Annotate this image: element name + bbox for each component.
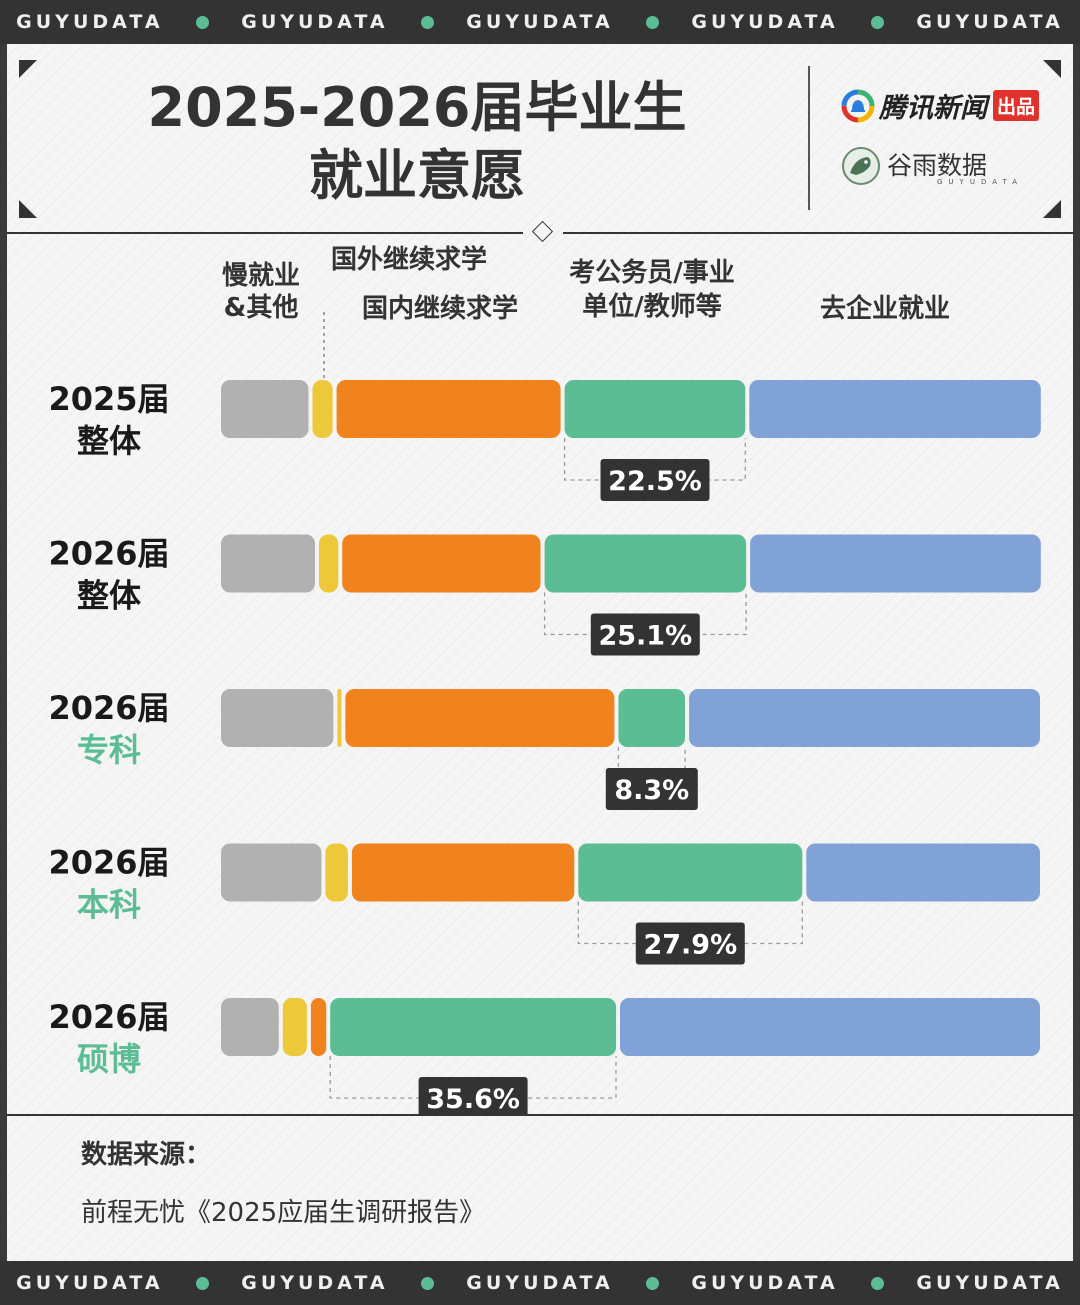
bar-segment-civil (544, 534, 747, 593)
tencent-news-badge: 出品 (993, 90, 1040, 121)
guyu-data-subtext: GUYUDATA (937, 178, 1023, 186)
bar-segment-civil (618, 689, 685, 747)
legend-label-civil: 单位/教师等 (582, 291, 722, 322)
bar-segment-domestic (351, 843, 575, 902)
source-divider (7, 1114, 1073, 1116)
bar-segment-abroad (325, 843, 348, 902)
bar-segment-enterprise (620, 998, 1040, 1056)
highlight-label-box (590, 613, 700, 656)
tencent-news-logo: 腾讯新闻 出品 (841, 86, 1040, 125)
highlight-label-box (418, 1077, 528, 1114)
highlight-label: 27.9% (643, 930, 737, 961)
banner-word: GUYUDATA (691, 11, 839, 33)
corner-triangle-icon (1043, 200, 1061, 218)
top-banner: GUYUDATA GUYUDATA GUYUDATA GUYUDATA GUYU… (0, 0, 1080, 44)
banner-word: GUYUDATA (466, 11, 614, 33)
legend-label-enterprise: 去企业就业 (820, 293, 950, 324)
dot-icon (646, 15, 660, 29)
title-line-1: 2025-2026届毕业生 (147, 76, 687, 139)
tencent-news-text: 腾讯新闻 (879, 93, 987, 124)
row-sublabel: 整体 (77, 577, 141, 615)
dot-icon (420, 1276, 434, 1290)
bar-segment-slow_other (221, 843, 322, 902)
banner-word: GUYUDATA (916, 11, 1064, 33)
banner-word: GUYUDATA (241, 1272, 389, 1294)
highlight-label-box (635, 922, 745, 965)
legend-label-abroad: 国外继续求学 (331, 244, 487, 275)
tencent-news-icon (841, 89, 875, 122)
title-line-2: 就业意愿 (309, 144, 525, 207)
dot-icon (871, 1276, 885, 1290)
row-label: 2025届 (48, 380, 169, 418)
header-rule-right (563, 232, 1073, 234)
bar-segment-enterprise (806, 843, 1040, 902)
bar-segment-abroad (282, 998, 307, 1056)
source-label: 数据来源： (81, 1140, 212, 1170)
bar-segment-abroad (312, 380, 333, 438)
corner-triangle-icon (19, 60, 37, 78)
dot-icon (420, 15, 434, 29)
bar-segment-abroad (337, 689, 342, 747)
highlight-bracket (563, 438, 746, 481)
bar-segment-domestic (336, 380, 561, 438)
dot-icon (871, 15, 885, 29)
highlight-bracket (543, 592, 747, 636)
guyu-bird-icon (842, 147, 880, 185)
bar-segment-domestic (345, 689, 615, 747)
banner-word: GUYUDATA (16, 1272, 164, 1294)
banner-word: GUYUDATA (916, 1272, 1064, 1294)
highlight-label: 22.5% (608, 466, 702, 497)
bottom-banner: GUYUDATA GUYUDATA GUYUDATA GUYUDATA GUYU… (0, 1261, 1080, 1305)
bar-segment-civil (578, 843, 803, 902)
row-label: 2026届 (48, 844, 169, 882)
highlight-label: 8.3% (614, 775, 689, 806)
highlight-label-box (605, 768, 698, 810)
bar-segment-domestic (342, 534, 541, 593)
corner-triangle-icon (19, 200, 37, 218)
row-sublabel: 整体 (77, 422, 141, 460)
highlight-label-box (600, 459, 710, 501)
bar-segment-enterprise (750, 534, 1041, 593)
bar-segment-slow_other (221, 998, 279, 1056)
bar-segment-domestic (310, 998, 327, 1056)
legend-label-slow_other: &其他 (224, 293, 299, 323)
guyu-data-logo: 谷雨数据 GUYUDATA (841, 146, 1023, 186)
dot-icon (195, 1276, 209, 1290)
highlight-label: 35.6% (426, 1084, 520, 1114)
banner-word: GUYUDATA (241, 11, 389, 33)
bar-segment-civil (330, 998, 617, 1056)
bar-segment-abroad (319, 534, 339, 593)
legend-label-domestic: 国内继续求学 (362, 293, 518, 324)
bar-segment-enterprise (749, 380, 1041, 438)
highlight-label: 25.1% (598, 621, 692, 652)
bar-segment-slow_other (221, 689, 334, 747)
row-sublabel: 硕博 (77, 1040, 141, 1078)
bar-segment-enterprise (689, 689, 1040, 747)
guyu-data-text: 谷雨数据 (887, 151, 988, 180)
dot-icon (646, 1276, 660, 1290)
header-rule-left (7, 232, 523, 234)
bar-segment-civil (564, 380, 746, 438)
row-label: 2026届 (48, 535, 169, 573)
content-card: 2025-2026届毕业生 就业意愿 腾讯新闻 出品 谷雨数据 GUYUDATA… (7, 44, 1073, 1261)
row-sublabel: 专科 (77, 731, 141, 769)
header-divider (808, 66, 810, 210)
legend-label-civil: 考公务员/事业 (569, 258, 735, 288)
bar-segment-slow_other (221, 380, 309, 438)
corner-triangle-icon (1043, 60, 1061, 78)
row-label: 2026届 (48, 689, 169, 727)
row-label: 2026届 (48, 998, 169, 1036)
dot-icon (195, 15, 209, 29)
page-title: 2025-2026届毕业生 就业意愿 (107, 74, 727, 210)
banner-word: GUYUDATA (16, 11, 164, 33)
banner-word: GUYUDATA (466, 1272, 614, 1294)
legend-label-slow_other: 慢就业 (222, 261, 300, 291)
source-text: 前程无忧《2025应届生调研报告》 (81, 1198, 486, 1228)
banner-word: GUYUDATA (691, 1272, 839, 1294)
bar-segment-slow_other (221, 534, 315, 593)
row-sublabel: 本科 (77, 886, 141, 924)
